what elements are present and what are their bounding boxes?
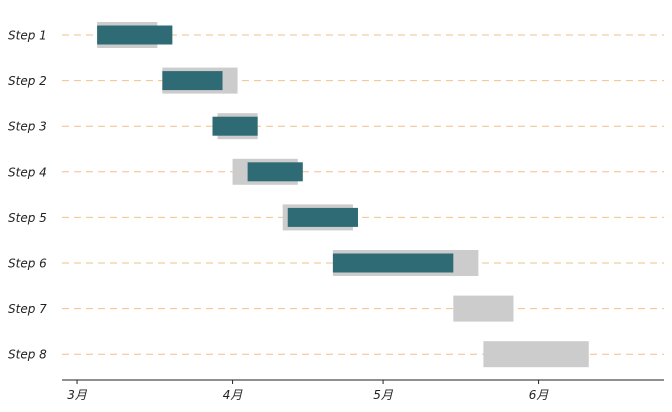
planned-bar: [483, 341, 589, 368]
category-label: Step 3: [8, 120, 47, 134]
x-tick-label: 3月: [67, 388, 88, 402]
category-label: Step 7: [8, 302, 47, 316]
x-tick-label: 5月: [373, 388, 394, 402]
x-tick-label: 4月: [223, 388, 244, 402]
actual-bar: [212, 116, 258, 136]
actual-bar: [287, 207, 358, 227]
actual-bar: [247, 162, 303, 182]
category-label: Step 2: [8, 74, 47, 88]
category-label: Step 6: [8, 257, 47, 271]
actual-bar: [162, 71, 223, 91]
category-label: Step 8: [8, 348, 47, 362]
planned-bar: [453, 295, 514, 322]
x-tick-label: 6月: [529, 388, 550, 402]
category-label: Step 1: [8, 29, 47, 43]
category-label: Step 4: [8, 165, 47, 179]
actual-bar: [97, 25, 173, 45]
actual-bar: [332, 253, 454, 273]
category-label: Step 5: [8, 211, 47, 225]
